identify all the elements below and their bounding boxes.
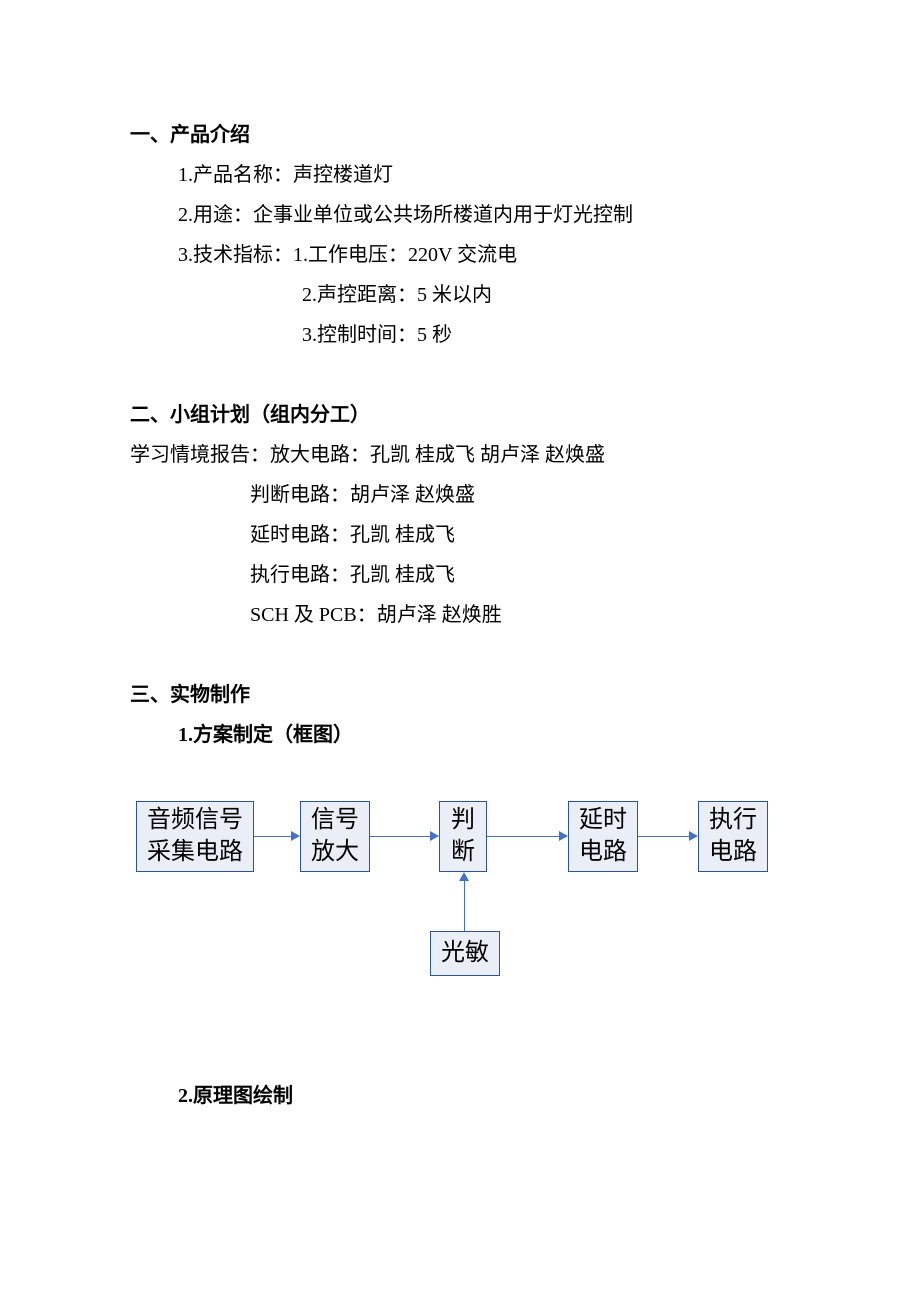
flow-box-label: 执行 — [709, 805, 757, 836]
flow-box-label: 断 — [451, 837, 475, 868]
team-line1: 学习情境报告：放大电路：孔凯 桂成飞 胡卢泽 赵焕盛 — [130, 435, 795, 475]
product-spec-line3: 3.控制时间：5 秒 — [130, 315, 795, 355]
flow-box-label: 音频信号 — [147, 805, 243, 836]
flow-box-delay: 延时 电路 — [568, 801, 638, 872]
section3-title: 三、实物制作 — [130, 675, 795, 715]
section3-subtitle2: 2.原理图绘制 — [130, 1076, 795, 1116]
flow-box-label: 放大 — [311, 837, 359, 868]
flow-box-label: 电路 — [579, 837, 627, 868]
arrow-head-icon — [689, 831, 698, 841]
arrow-head-icon — [559, 831, 568, 841]
product-usage-line: 2.用途：企事业单位或公共场所楼道内用于灯光控制 — [130, 195, 795, 235]
arrow-icon — [464, 881, 465, 931]
flow-box-label: 电路 — [709, 837, 757, 868]
flow-box-execute: 执行 电路 — [698, 801, 768, 872]
product-name-line: 1.产品名称：声控楼道灯 — [130, 155, 795, 195]
section3-subtitle1: 1.方案制定（框图） — [130, 715, 795, 755]
arrow-head-icon — [291, 831, 300, 841]
arrow-head-icon — [430, 831, 439, 841]
flow-box-photo: 光敏 — [430, 931, 500, 976]
section2-title: 二、小组计划（组内分工） — [130, 395, 795, 435]
arrow-icon — [487, 836, 559, 837]
product-spec-line1: 3.技术指标：1.工作电压：220V 交流电 — [130, 235, 795, 275]
flow-box-label: 延时 — [579, 805, 627, 836]
team-line3: 延时电路：孔凯 桂成飞 — [130, 515, 795, 555]
arrow-icon — [254, 836, 291, 837]
flow-box-audio: 音频信号 采集电路 — [136, 801, 254, 872]
flow-box-label: 采集电路 — [147, 837, 243, 868]
product-spec-line2: 2.声控距离：5 米以内 — [130, 275, 795, 315]
arrow-icon — [638, 836, 689, 837]
flow-box-label: 判 — [451, 805, 475, 836]
team-line4: 执行电路：孔凯 桂成飞 — [130, 555, 795, 595]
flowchart: 音频信号 采集电路 信号 放大 判 断 延时 电路 执行 电路 光敏 — [136, 801, 796, 1016]
flow-box-label: 光敏 — [441, 938, 489, 969]
flow-box-amplify: 信号 放大 — [300, 801, 370, 872]
team-line2: 判断电路：胡卢泽 赵焕盛 — [130, 475, 795, 515]
flow-box-judge: 判 断 — [439, 801, 487, 872]
arrow-icon — [370, 836, 430, 837]
flow-box-label: 信号 — [311, 805, 359, 836]
section1-title: 一、产品介绍 — [130, 115, 795, 155]
team-line5: SCH 及 PCB：胡卢泽 赵焕胜 — [130, 595, 795, 635]
arrow-head-icon — [459, 872, 469, 881]
